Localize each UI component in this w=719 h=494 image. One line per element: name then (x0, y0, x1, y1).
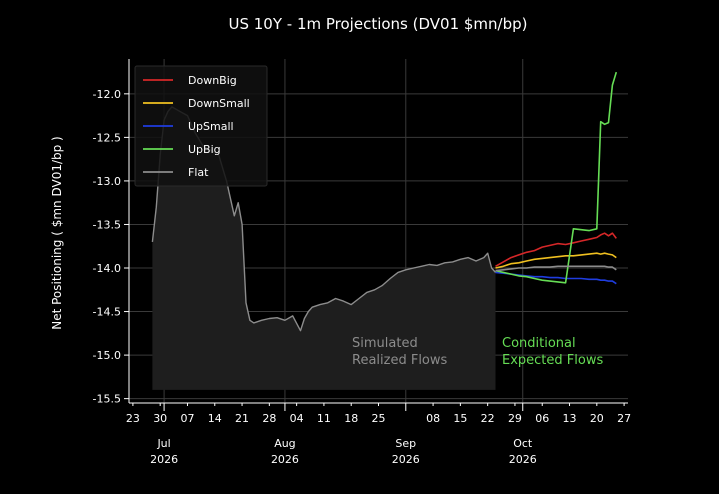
legend-label-downsmall: DownSmall (188, 97, 250, 110)
x-day-label: 21 (235, 412, 249, 425)
x-day-label: 04 (290, 412, 304, 425)
x-year-label: 2026 (271, 453, 299, 466)
y-tick-label: -13.5 (93, 218, 121, 231)
x-day-label: 18 (344, 412, 358, 425)
x-day-label: 07 (180, 412, 194, 425)
chart-title: US 10Y - 1m Projections (DV01 $mn/bp) (228, 15, 527, 33)
realized-annotation-line1: Simulated (352, 336, 418, 351)
x-day-label: 20 (590, 412, 604, 425)
projection-series (495, 71, 618, 285)
legend: DownBig DownSmall UpSmall UpBig Flat (134, 65, 268, 187)
x-day-label: 06 (535, 412, 549, 425)
series-line-downsmall (495, 252, 617, 269)
y-axis-label: Net Positioning ( $mn DV01/bp ) (50, 136, 64, 330)
series-line-flat (495, 265, 617, 272)
x-day-label: 29 (508, 412, 522, 425)
projection-annotation-line2: Expected Flows (502, 353, 603, 368)
x-month-label: Aug (274, 437, 295, 450)
x-year-label: 2026 (509, 453, 537, 466)
x-year-label: 2026 (392, 453, 420, 466)
x-day-label: 22 (481, 412, 495, 425)
y-tick-label: -12.0 (93, 88, 121, 101)
series-line-downbig (495, 232, 617, 267)
legend-label-downbig: DownBig (188, 74, 237, 87)
x-day-label: 28 (262, 412, 276, 425)
realized-area (152, 106, 496, 390)
x-year-label: 2026 (150, 453, 178, 466)
series-line-upbig (495, 71, 618, 284)
x-day-label: 23 (126, 412, 140, 425)
projection-annotation-line1: Conditional (502, 336, 576, 351)
legend-frame (134, 65, 268, 187)
x-month-label: Sep (395, 437, 416, 450)
x-day-label: 30 (153, 412, 167, 425)
legend-label-flat: Flat (188, 166, 209, 179)
y-tick-label: -15.0 (93, 349, 121, 362)
x-day-label: 08 (426, 412, 440, 425)
x-day-label: 11 (317, 412, 331, 425)
y-tick-label: -14.0 (93, 262, 121, 275)
realized-annotation-line2: Realized Flows (352, 353, 448, 368)
x-day-label: 13 (563, 412, 577, 425)
legend-label-upbig: UpBig (188, 143, 221, 156)
x-day-label: 14 (208, 412, 222, 425)
y-tick-label: -15.5 (93, 393, 121, 406)
x-day-label: 27 (617, 412, 631, 425)
x-day-label: 25 (372, 412, 386, 425)
y-tick-label: -12.5 (93, 131, 121, 144)
axes: -12.0 -12.5 -13.0 -13.5 -14.0 -14.5 -15.0 -15.5… (93, 59, 631, 466)
x-month-label: Jul (156, 437, 170, 450)
x-day-label: 15 (453, 412, 467, 425)
y-tick-label: -13.0 (93, 175, 121, 188)
x-month-label: Oct (513, 437, 533, 450)
legend-label-upsmall: UpSmall (188, 120, 234, 133)
y-tick-label: -14.5 (93, 306, 121, 319)
